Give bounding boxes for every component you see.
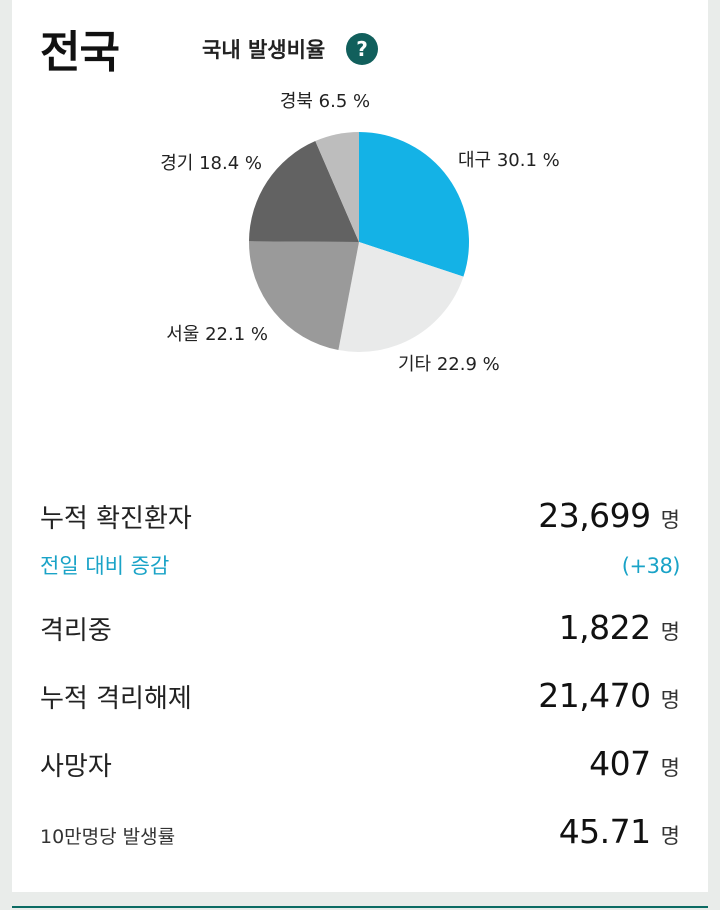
pie-slice-3 bbox=[248, 241, 359, 351]
pie-slice-4 bbox=[249, 141, 359, 242]
section-label: 국내 발생비율 bbox=[202, 38, 326, 62]
stat-unit: 명 bbox=[660, 620, 680, 644]
stat-unit: 명 bbox=[660, 756, 680, 780]
stats-list: 누적 확진환자 23,699 명 전일 대비 증감 (+38) 격리중 1,822… bbox=[40, 490, 681, 880]
stat-value: (+38) bbox=[621, 554, 681, 578]
stat-unit: 명 bbox=[660, 824, 680, 848]
stat-value-group: 45.71 명 bbox=[559, 812, 680, 851]
stat-label: 누적 격리해제 bbox=[40, 684, 192, 714]
pie-slice-2 bbox=[338, 242, 464, 352]
stat-label: 전일 대비 증감 bbox=[40, 554, 170, 578]
pie-label-5: 경북 6.5 % bbox=[280, 91, 370, 112]
stat-label: 10만명당 발생률 bbox=[40, 826, 176, 848]
bottom-divider bbox=[12, 906, 708, 908]
stat-value: 21,470 bbox=[538, 676, 651, 715]
stat-value-group: 21,470 명 bbox=[538, 676, 680, 715]
stat-isolated: 격리중 1,822 명 bbox=[40, 608, 680, 676]
stat-value-group: 23,699 명 bbox=[538, 496, 680, 535]
pie-label-2: 기타 22.9 % bbox=[398, 354, 500, 375]
pie-label-1: 대구 30.1 % bbox=[458, 150, 560, 171]
pie-chart: 대구 30.1 % 기타 22.9 % 서울 22.1 % 경기 18.4 % 경북 6… bbox=[160, 91, 560, 375]
stat-value-group: 1,822 명 bbox=[559, 608, 680, 647]
stat-released: 누적 격리해제 21,470 명 bbox=[40, 676, 680, 744]
region-title: 전국 bbox=[40, 27, 120, 78]
stat-value: 1,822 bbox=[558, 608, 651, 647]
stat-value-group: 407 명 bbox=[589, 744, 680, 783]
pie-slice-5 bbox=[315, 132, 359, 242]
stat-daily-change: 전일 대비 증감 (+38) bbox=[40, 550, 681, 608]
pie-label-4: 경기 18.4 % bbox=[160, 153, 262, 174]
pie-slice-1 bbox=[359, 132, 469, 277]
question-icon[interactable]: ? bbox=[346, 33, 378, 65]
stat-unit: 명 bbox=[660, 688, 680, 712]
stat-value: 407 bbox=[589, 744, 651, 783]
stat-value: 45.71 bbox=[558, 812, 651, 851]
stat-label: 사망자 bbox=[40, 752, 112, 782]
stat-label: 누적 확진환자 bbox=[40, 504, 192, 534]
stat-unit: 명 bbox=[660, 508, 680, 532]
stat-rate-per-100k: 10만명당 발생률 45.71 명 bbox=[40, 812, 680, 880]
stat-value: 23,699 bbox=[538, 496, 651, 535]
pie-label-3: 서울 22.1 % bbox=[166, 324, 268, 345]
stat-total-confirmed: 누적 확진환자 23,699 명 bbox=[40, 496, 680, 550]
stat-label: 격리중 bbox=[40, 616, 112, 646]
stat-deaths: 사망자 407 명 bbox=[40, 744, 680, 812]
